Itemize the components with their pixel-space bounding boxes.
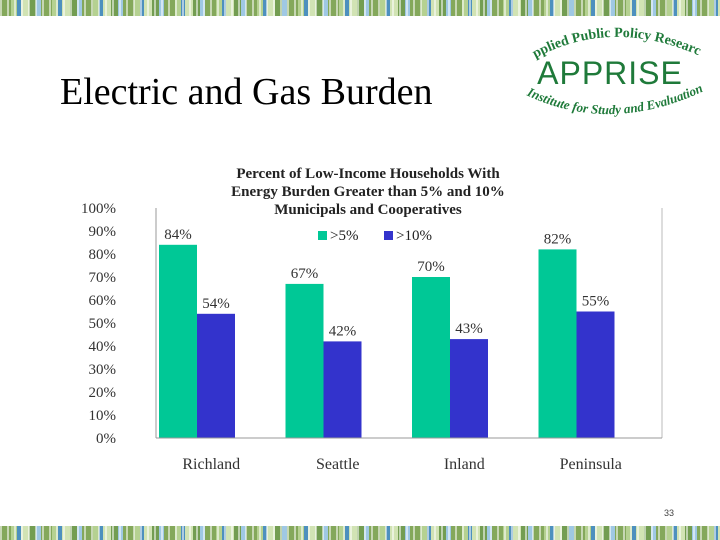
bottom-decorative-band	[0, 526, 720, 540]
logo-main-text: APPRISE	[537, 55, 683, 91]
y-tick-label: 0%	[96, 431, 116, 447]
y-axis: 0% 10% 20% 30% 40% 50% 60% 70% 80% 90% 100%	[81, 201, 663, 447]
legend-label-1: >5%	[330, 228, 358, 244]
top-decorative-band	[0, 0, 720, 16]
x-tick-label: Seattle	[316, 456, 360, 473]
y-tick-label: 20%	[89, 385, 117, 401]
chart-title-line: Percent of Low-Income Households With	[236, 166, 500, 182]
data-label: 42%	[329, 323, 357, 339]
data-label: 67%	[291, 266, 319, 282]
slide-title: Electric and Gas Burden	[60, 71, 433, 113]
page-number: 33	[664, 508, 675, 518]
apprise-logo: Applied Public Policy Research APPRISE I…	[510, 18, 705, 117]
data-label: 43%	[455, 321, 483, 337]
data-label: 82%	[544, 231, 572, 247]
y-tick-label: 30%	[89, 362, 117, 378]
y-tick-label: 40%	[89, 339, 117, 355]
bar-inland-1	[412, 277, 450, 438]
data-label: 55%	[582, 294, 610, 310]
chart-legend: >5% >10%	[318, 228, 432, 244]
bar-richland-1	[159, 244, 197, 438]
y-tick-label: 70%	[89, 270, 117, 286]
bar-richland-2	[197, 313, 235, 438]
y-tick-label: 100%	[81, 201, 116, 217]
y-tick-label: 10%	[89, 408, 117, 424]
legend-swatch-2	[384, 231, 393, 240]
chart-title: Percent of Low-Income Households With Ene…	[231, 166, 505, 218]
chart-title-line: Municipals and Cooperatives	[274, 202, 462, 218]
data-label: 84%	[164, 227, 192, 243]
bar-peninsula-1	[538, 249, 577, 438]
x-tick-label: Peninsula	[560, 456, 622, 473]
bar-chart: Percent of Low-Income Households With Ene…	[81, 166, 663, 473]
bar-seattle-1	[285, 283, 324, 438]
y-tick-label: 60%	[89, 293, 117, 309]
legend-swatch-1	[318, 231, 327, 240]
bar-peninsula-2	[576, 311, 615, 438]
bar-seattle-2	[323, 341, 362, 438]
data-label: 70%	[417, 259, 445, 275]
bar-inland-2	[450, 339, 488, 438]
data-label: 54%	[202, 296, 230, 312]
y-tick-label: 90%	[89, 224, 117, 240]
x-axis: Richland Seattle Inland Peninsula	[156, 437, 662, 473]
chart-bars: 84% 54% 67% 42% 70% 43% 82% 55%	[159, 227, 615, 438]
y-tick-label: 50%	[89, 316, 117, 332]
legend-label-2: >10%	[396, 228, 432, 244]
y-tick-label: 80%	[89, 247, 117, 263]
x-tick-label: Richland	[182, 456, 240, 473]
chart-title-line: Energy Burden Greater than 5% and 10%	[231, 184, 505, 200]
x-tick-label: Inland	[444, 456, 485, 473]
